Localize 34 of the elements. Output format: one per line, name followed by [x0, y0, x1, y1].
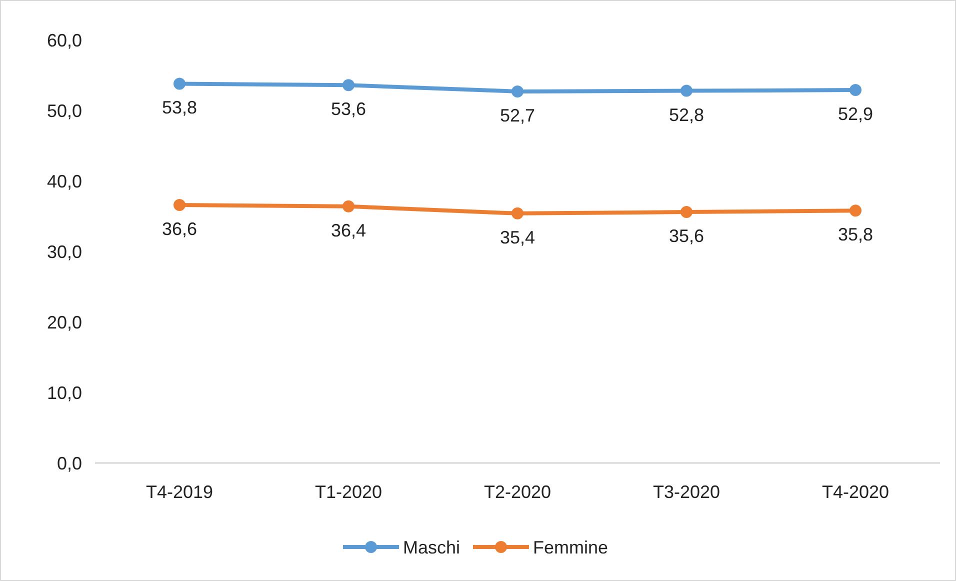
point: [174, 78, 186, 90]
point: [512, 207, 524, 220]
data-label: 35,6: [668, 226, 704, 246]
data-label: 53,8: [162, 98, 198, 118]
legend-label: Femmine: [533, 537, 608, 558]
x-tick-label: T2-2020: [484, 482, 552, 502]
data-label: 35,4: [500, 227, 536, 248]
point: [680, 206, 692, 218]
y-tick-label: 60,0: [46, 30, 82, 50]
point: [342, 200, 354, 212]
x-tick-label: T3-2020: [652, 482, 720, 502]
y-tick-label: 30,0: [46, 242, 82, 262]
y-tick-label: 40,0: [46, 171, 82, 192]
data-label: 36,6: [162, 218, 198, 239]
data-label: 36,4: [330, 220, 366, 240]
point: [680, 84, 692, 97]
y-tick-label: 10,0: [46, 382, 82, 403]
data-label: 52,8: [668, 104, 704, 125]
data-label: 53,6: [330, 99, 366, 120]
point: [512, 85, 524, 98]
point: [174, 198, 186, 211]
legend-label: Maschi: [403, 537, 460, 558]
y-tick-label: 20,0: [46, 312, 82, 332]
x-tick-label: T4-2020: [822, 482, 890, 502]
data-label: 52,7: [500, 105, 536, 126]
point: [850, 84, 862, 96]
data-label: 52,9: [838, 104, 874, 124]
point: [342, 79, 354, 92]
y-tick-label: 0,0: [56, 453, 82, 474]
point: [850, 204, 862, 217]
x-tick-label: T1-2020: [314, 482, 382, 502]
x-tick-label: T4-2019: [146, 482, 214, 502]
y-tick-label: 50,0: [46, 100, 82, 121]
data-label: 35,8: [838, 224, 874, 245]
